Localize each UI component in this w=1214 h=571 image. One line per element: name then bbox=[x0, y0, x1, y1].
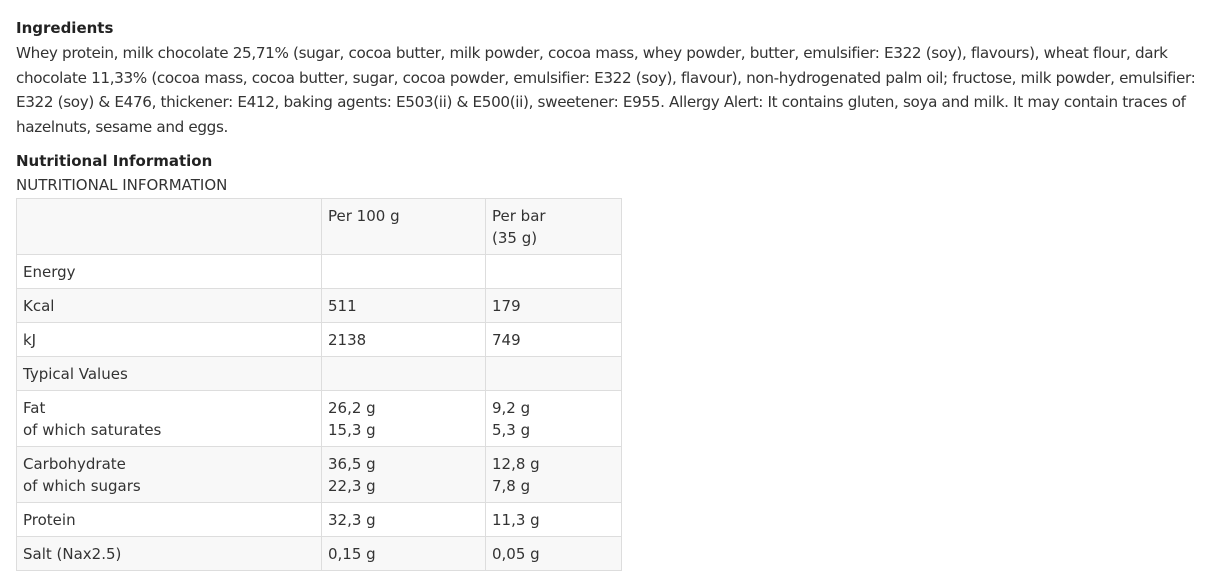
table-row: Typical Values bbox=[16, 356, 622, 391]
table-cell: 12,8 g 7,8 g bbox=[485, 446, 622, 503]
nutrition-subtitle: NUTRITIONAL INFORMATION bbox=[16, 176, 228, 194]
cell-text: Carbohydrate bbox=[23, 455, 126, 473]
table-cell: 11,3 g bbox=[485, 502, 622, 537]
cell-text: 26,2 g bbox=[328, 399, 376, 417]
table-cell: Typical Values bbox=[16, 356, 322, 391]
cell-text: kJ bbox=[23, 331, 37, 349]
table-cell: 32,3 g bbox=[321, 502, 486, 537]
ingredients-text: Whey protein, milk chocolate 25,71% (sug… bbox=[16, 44, 1196, 136]
table-cell bbox=[321, 254, 486, 289]
table-cell bbox=[485, 356, 622, 391]
nutrition-title: Nutritional Information bbox=[16, 152, 213, 170]
table-cell: Carbohydrate of which sugars bbox=[16, 446, 322, 503]
cell-text: Protein bbox=[23, 511, 76, 529]
cell-text: 32,3 g bbox=[328, 511, 376, 529]
table-cell: Salt (Nax2.5) bbox=[16, 536, 322, 571]
cell-text: 749 bbox=[492, 331, 521, 349]
table-cell: kJ bbox=[16, 322, 322, 357]
cell-text: of which saturates bbox=[23, 421, 162, 439]
cell-text: Typical Values bbox=[23, 365, 128, 383]
table-cell: 26,2 g 15,3 g bbox=[321, 390, 486, 447]
table-row: Carbohydrate of which sugars 36,5 g 22,3 g 1… bbox=[16, 446, 622, 503]
cell-text: 179 bbox=[492, 297, 521, 315]
cell-text: 22,3 g bbox=[328, 477, 376, 495]
table-cell: 179 bbox=[485, 288, 622, 323]
cell-text: Fat bbox=[23, 399, 46, 417]
cell-text: (35 g) bbox=[492, 229, 538, 247]
cell-text: 2138 bbox=[328, 331, 367, 349]
cell-text: 0,15 g bbox=[328, 545, 376, 563]
table-cell: 0,05 g bbox=[485, 536, 622, 571]
table-cell bbox=[321, 356, 486, 391]
table-row: Energy bbox=[16, 254, 622, 289]
cell-text: 511 bbox=[328, 297, 357, 315]
cell-text: 11,3 g bbox=[492, 511, 540, 529]
table-cell bbox=[485, 254, 622, 289]
table-cell: 511 bbox=[321, 288, 486, 323]
table-cell: 0,15 g bbox=[321, 536, 486, 571]
table-row: kJ 2138 749 bbox=[16, 322, 622, 357]
cell-text: 15,3 g bbox=[328, 421, 376, 439]
content: Ingredients Whey protein, milk chocolate… bbox=[16, 17, 1206, 571]
cell-text: 0,05 g bbox=[492, 545, 540, 563]
table-row: Fat of which saturates 26,2 g 15,3 g 9,2 g 5,… bbox=[16, 390, 622, 447]
cell-text: Kcal bbox=[23, 297, 55, 315]
table-cell: Per 100 g bbox=[321, 198, 486, 255]
table-cell: Kcal bbox=[16, 288, 322, 323]
table-cell: Energy bbox=[16, 254, 322, 289]
table-cell bbox=[16, 198, 322, 255]
table-cell: Fat of which saturates bbox=[16, 390, 322, 447]
table-cell: 2138 bbox=[321, 322, 486, 357]
cell-text: 5,3 g bbox=[492, 421, 531, 439]
cell-text: Salt (Nax2.5) bbox=[23, 545, 122, 563]
cell-text: Per bar bbox=[492, 207, 546, 225]
cell-text: Per 100 g bbox=[328, 207, 400, 225]
cell-text: Energy bbox=[23, 263, 76, 281]
nutrition-table: Per 100 g Per bar (35 g) Energy Kcal 511 179 kJ… bbox=[16, 198, 622, 571]
cell-text: 9,2 g bbox=[492, 399, 531, 417]
table-row: Salt (Nax2.5) 0,15 g 0,05 g bbox=[16, 536, 622, 571]
ingredients-title: Ingredients bbox=[16, 19, 114, 37]
table-row: Per 100 g Per bar (35 g) bbox=[16, 198, 622, 255]
table-row: Kcal 511 179 bbox=[16, 288, 622, 323]
table-cell: 36,5 g 22,3 g bbox=[321, 446, 486, 503]
cell-text: of which sugars bbox=[23, 477, 141, 495]
cell-text: 7,8 g bbox=[492, 477, 531, 495]
table-cell: Protein bbox=[16, 502, 322, 537]
cell-text: 12,8 g bbox=[492, 455, 540, 473]
table-cell: 9,2 g 5,3 g bbox=[485, 390, 622, 447]
table-cell: Per bar (35 g) bbox=[485, 198, 622, 255]
table-row: Protein 32,3 g 11,3 g bbox=[16, 502, 622, 537]
table-cell: 749 bbox=[485, 322, 622, 357]
cell-text: 36,5 g bbox=[328, 455, 376, 473]
